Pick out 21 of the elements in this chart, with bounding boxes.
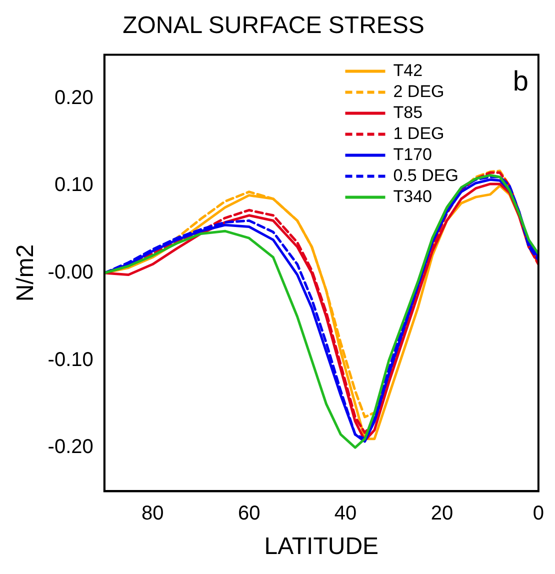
y-tick-label: 0.20	[54, 86, 94, 109]
x-tick-label: 0	[532, 502, 544, 525]
x-tick-label: 40	[334, 502, 357, 525]
x-tick-label: 60	[238, 502, 260, 525]
legend-label: 2 DEG	[393, 82, 444, 101]
y-tick-label: -0.00	[48, 262, 94, 284]
y-tick-label: -0.20	[48, 436, 94, 458]
legend-label: 0.5 DEG	[393, 166, 458, 185]
annotation: b	[512, 66, 528, 97]
y-tick-label: -0.10	[48, 348, 94, 371]
legend-label: T340	[393, 186, 432, 206]
x-tick-label: 80	[141, 502, 164, 525]
x-tick-label: 20	[430, 502, 454, 525]
legend-label: T85	[393, 102, 423, 122]
chart-title: ZONAL SURFACE STRESS	[122, 12, 424, 40]
legend-label: T42	[393, 60, 423, 80]
y-tick-label: 0.10	[54, 174, 94, 196]
legend-label: 1 DEG	[393, 124, 444, 143]
legend-label: T170	[393, 144, 432, 164]
y-axis-title: N/m2	[12, 244, 40, 302]
x-axis-title: LATITUDE	[264, 533, 379, 560]
